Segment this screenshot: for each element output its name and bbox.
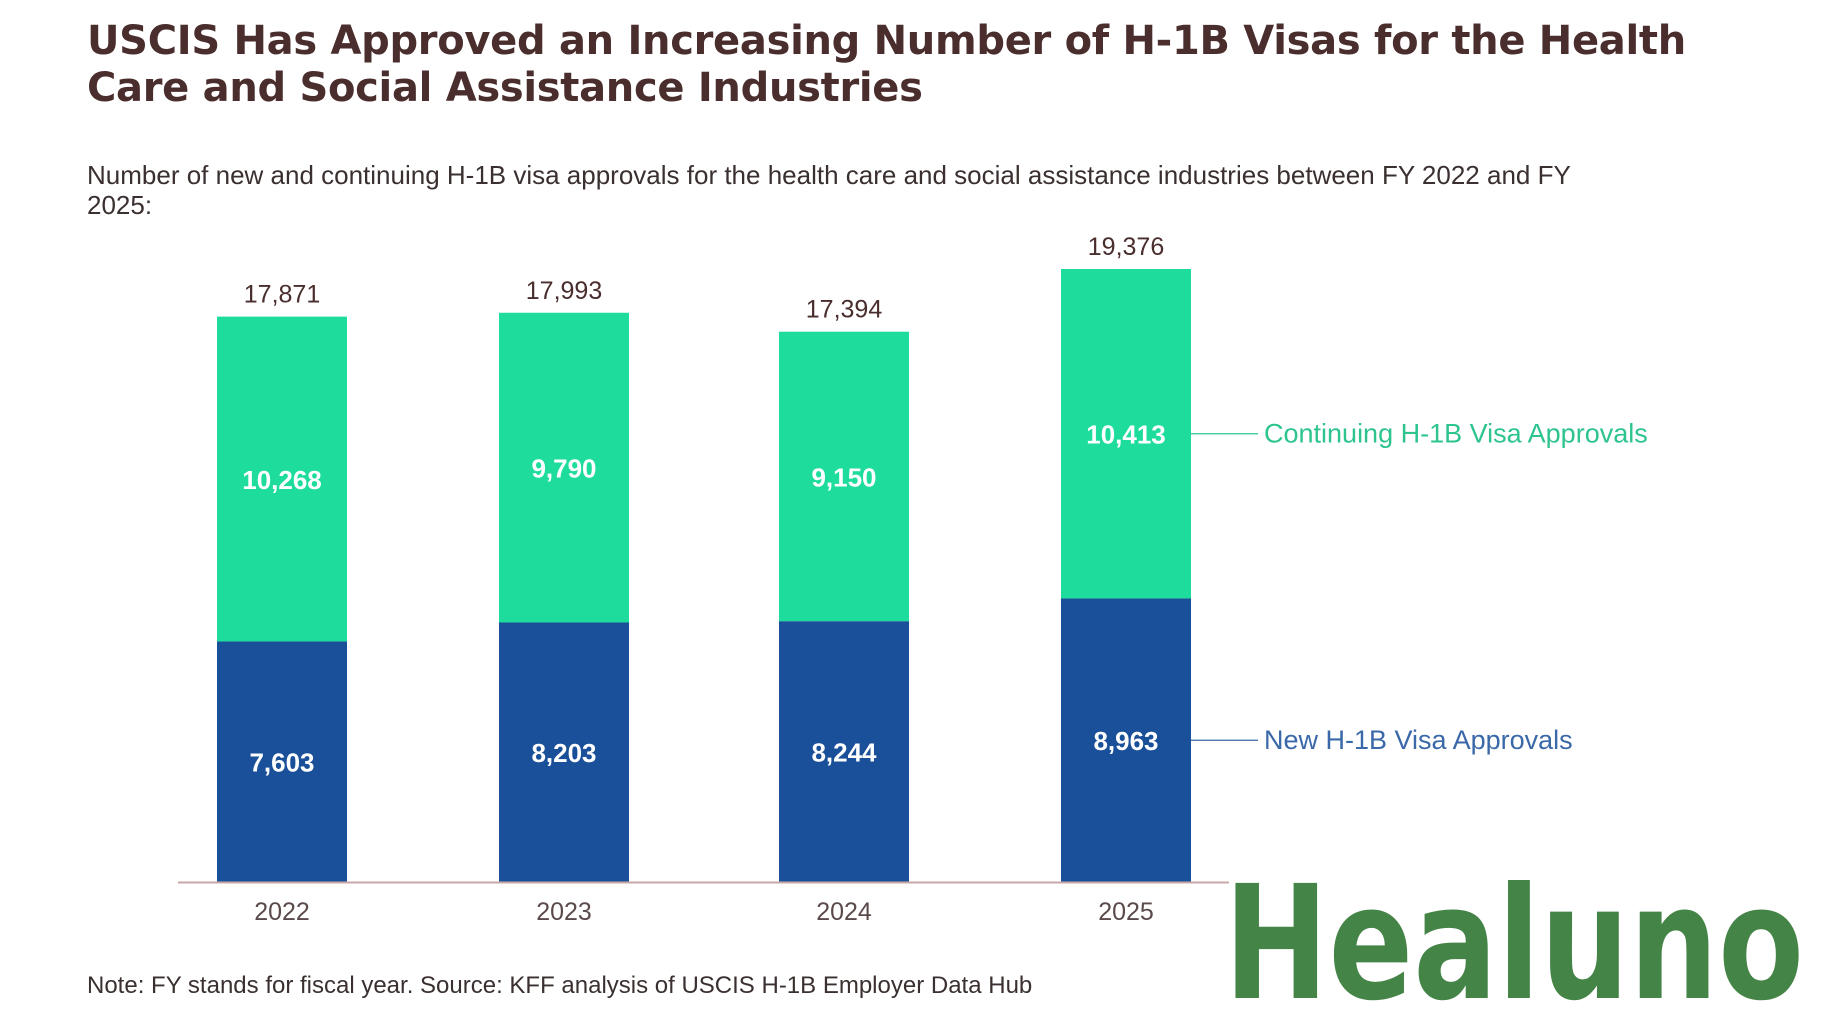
source-note: Note: FY stands for fiscal year. Source:… <box>87 972 1033 999</box>
data-label: 10,413 <box>1086 420 1166 450</box>
chart-title: USCIS Has Approved an Increasing Number … <box>87 18 1686 111</box>
legend-label-continuing: Continuing H-1B Visa Approvals <box>1264 419 1648 449</box>
data-label: 9,150 <box>811 462 876 492</box>
bar-segment-new-2025 <box>1061 598 1191 882</box>
x-tick-label: 2023 <box>536 898 592 926</box>
x-tick-label: 2025 <box>1098 898 1154 926</box>
data-label: 7,603 <box>249 748 314 778</box>
x-tick-label: 2022 <box>254 898 310 926</box>
data-label: 8,203 <box>531 738 596 768</box>
total-label: 17,993 <box>526 277 602 305</box>
data-label: 10,268 <box>242 465 322 495</box>
legend-label-new: New H-1B Visa Approvals <box>1264 725 1573 755</box>
healuno-logo: Healuno <box>1224 880 1804 1005</box>
data-label: 8,244 <box>811 738 877 768</box>
data-label: 9,790 <box>531 454 596 484</box>
total-label: 17,871 <box>244 281 320 309</box>
chart-subtitle: Number of new and continuing H-1B visa a… <box>87 160 1571 220</box>
bar-segment-new-2022 <box>217 641 347 882</box>
total-label: 17,394 <box>806 296 883 324</box>
total-label: 19,376 <box>1088 233 1164 261</box>
bar-segment-continuing-2023 <box>499 312 629 623</box>
bar-segment-continuing-2022 <box>217 316 347 642</box>
svg-text:Healuno: Healuno <box>1224 880 1804 1005</box>
bar-segment-continuing-2025 <box>1061 269 1191 599</box>
data-label: 8,963 <box>1093 726 1158 756</box>
bar-segment-new-2024 <box>779 621 909 882</box>
bar-segment-continuing-2024 <box>779 331 909 622</box>
x-tick-label: 2024 <box>816 898 872 926</box>
bar-segment-new-2023 <box>499 622 629 882</box>
